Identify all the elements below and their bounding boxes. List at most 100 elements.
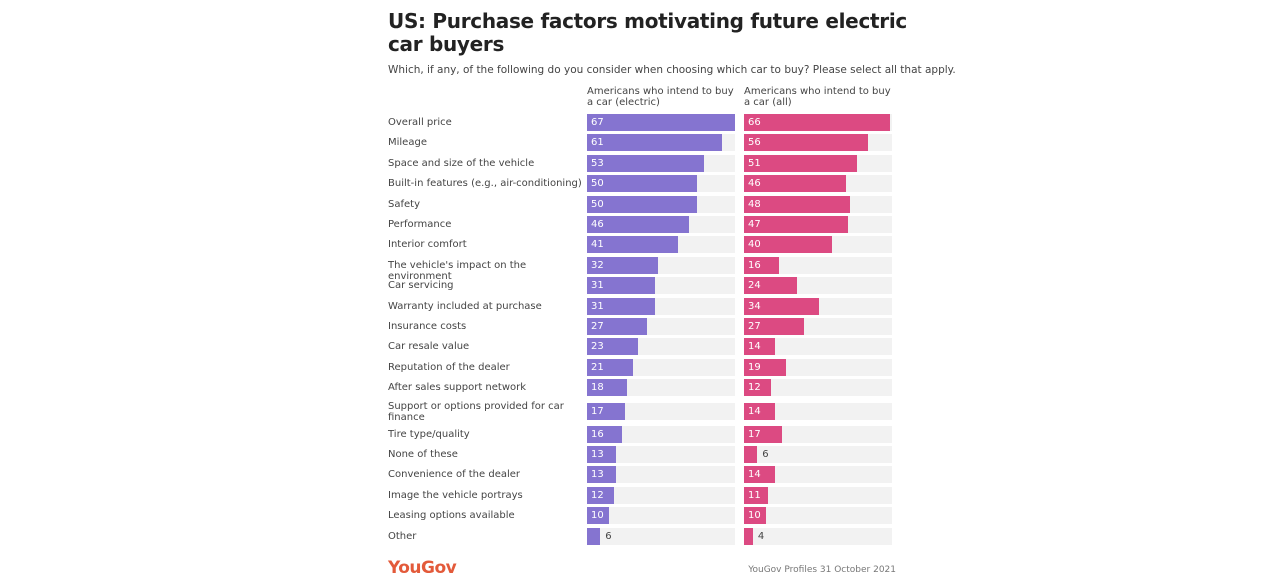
- bar-all: [744, 175, 846, 193]
- data-label: 21: [591, 361, 604, 373]
- data-label: 17: [748, 428, 761, 440]
- category-label: Overall price: [388, 117, 452, 128]
- data-label: 13: [591, 469, 604, 481]
- category-label: Warranty included at purchase: [388, 300, 542, 312]
- data-label: 40: [748, 239, 761, 251]
- data-label: 67: [591, 117, 604, 128]
- bar-electric: [587, 486, 614, 504]
- data-label: 16: [591, 428, 604, 440]
- bar-track: [744, 379, 892, 397]
- bar-track: [744, 402, 892, 420]
- data-label: 56: [748, 137, 761, 149]
- data-label: 14: [748, 405, 761, 417]
- data-label: 6: [762, 448, 769, 460]
- data-label: 53: [591, 157, 604, 169]
- data-label: 66: [748, 117, 761, 128]
- bar-track: [744, 486, 892, 504]
- data-label: 18: [591, 382, 604, 394]
- bar-all: [744, 338, 775, 356]
- bar-all: [744, 507, 767, 525]
- chart-title: US: Purchase factors motivating future e…: [388, 9, 907, 56]
- bar-electric: [587, 114, 735, 131]
- data-label: 31: [591, 300, 604, 312]
- bar-electric: [587, 277, 656, 295]
- data-label: 10: [748, 510, 761, 522]
- bar-electric: [587, 154, 705, 172]
- data-label: 14: [748, 341, 761, 353]
- data-label: 27: [748, 321, 761, 332]
- bar-electric: [587, 318, 647, 335]
- bar-all: [744, 256, 780, 274]
- bar-electric: [587, 134, 722, 152]
- data-label: 51: [748, 157, 761, 169]
- yougov-logo: YouGov: [388, 558, 457, 578]
- bar-electric: [587, 507, 610, 525]
- category-label: The vehicle's impact on the environment: [388, 259, 527, 282]
- series-header-all: Americans who intend to buy a car (all): [744, 86, 891, 108]
- bar-track: [587, 425, 735, 443]
- bar-track: [744, 507, 892, 525]
- bar-track: [744, 466, 892, 484]
- bar-all: [744, 277, 797, 295]
- data-label: 32: [591, 259, 604, 271]
- bar-all: [744, 358, 786, 376]
- bar-all: [744, 466, 775, 484]
- bar-electric: [587, 297, 656, 315]
- bar-electric: [587, 338, 638, 356]
- category-label: Space and size of the vehicle: [388, 157, 535, 169]
- bar-electric: [587, 527, 601, 545]
- bar-track: [587, 466, 735, 484]
- bar-electric: [587, 175, 698, 193]
- category-label: Leasing options available: [388, 510, 515, 522]
- category-label: Built-in features (e.g., air-conditionin…: [388, 178, 582, 190]
- bar-all: [744, 318, 804, 335]
- category-label: Performance: [388, 219, 452, 230]
- data-label: 47: [748, 219, 761, 230]
- bar-all: [744, 154, 857, 172]
- bar-track: [744, 338, 892, 356]
- data-label: 31: [591, 280, 604, 292]
- bar-all: [744, 297, 820, 315]
- data-label: 50: [591, 178, 604, 190]
- source-note: YouGov Profiles 31 October 2021: [748, 565, 896, 575]
- data-label: 14: [748, 469, 761, 481]
- category-label: None of these: [388, 448, 458, 460]
- data-label: 4: [757, 530, 765, 542]
- category-label: Car servicing: [388, 280, 454, 292]
- bar-all: [744, 114, 890, 131]
- data-label: 46: [591, 219, 604, 230]
- bar-electric: [587, 402, 625, 420]
- bar-track: [744, 445, 892, 463]
- data-label: 48: [748, 198, 761, 210]
- bar-electric: [587, 425, 623, 443]
- data-label: 24: [748, 280, 761, 292]
- bar-electric: [587, 236, 678, 254]
- data-label: 11: [748, 489, 761, 501]
- bar-all: [744, 195, 851, 213]
- data-label: 50: [591, 198, 604, 210]
- bar-all: [744, 402, 775, 420]
- bar-electric: [587, 358, 634, 376]
- category-label: Insurance costs: [388, 321, 467, 332]
- data-label: 17: [591, 405, 604, 417]
- category-label: Safety: [388, 198, 420, 210]
- bar-track: [587, 527, 735, 545]
- bar-track: [587, 445, 735, 463]
- bar-track: [587, 486, 735, 504]
- bar-electric: [587, 379, 627, 397]
- data-label: 27: [591, 321, 604, 332]
- category-label: Reputation of the dealer: [388, 361, 510, 373]
- category-label: Interior comfort: [388, 239, 467, 251]
- category-label: Support or options provided for car fina…: [388, 400, 564, 423]
- category-label: Other: [388, 530, 417, 542]
- bar-electric: [587, 445, 616, 463]
- data-label: 12: [748, 382, 761, 394]
- data-label: 23: [591, 341, 604, 353]
- data-label: 34: [748, 300, 761, 312]
- bar-all: [744, 379, 771, 397]
- category-label: Car resale value: [388, 341, 470, 353]
- bar-electric: [587, 216, 689, 233]
- series-header-electric: Americans who intend to buy a car (elect…: [587, 86, 734, 108]
- bar-track: [587, 507, 735, 525]
